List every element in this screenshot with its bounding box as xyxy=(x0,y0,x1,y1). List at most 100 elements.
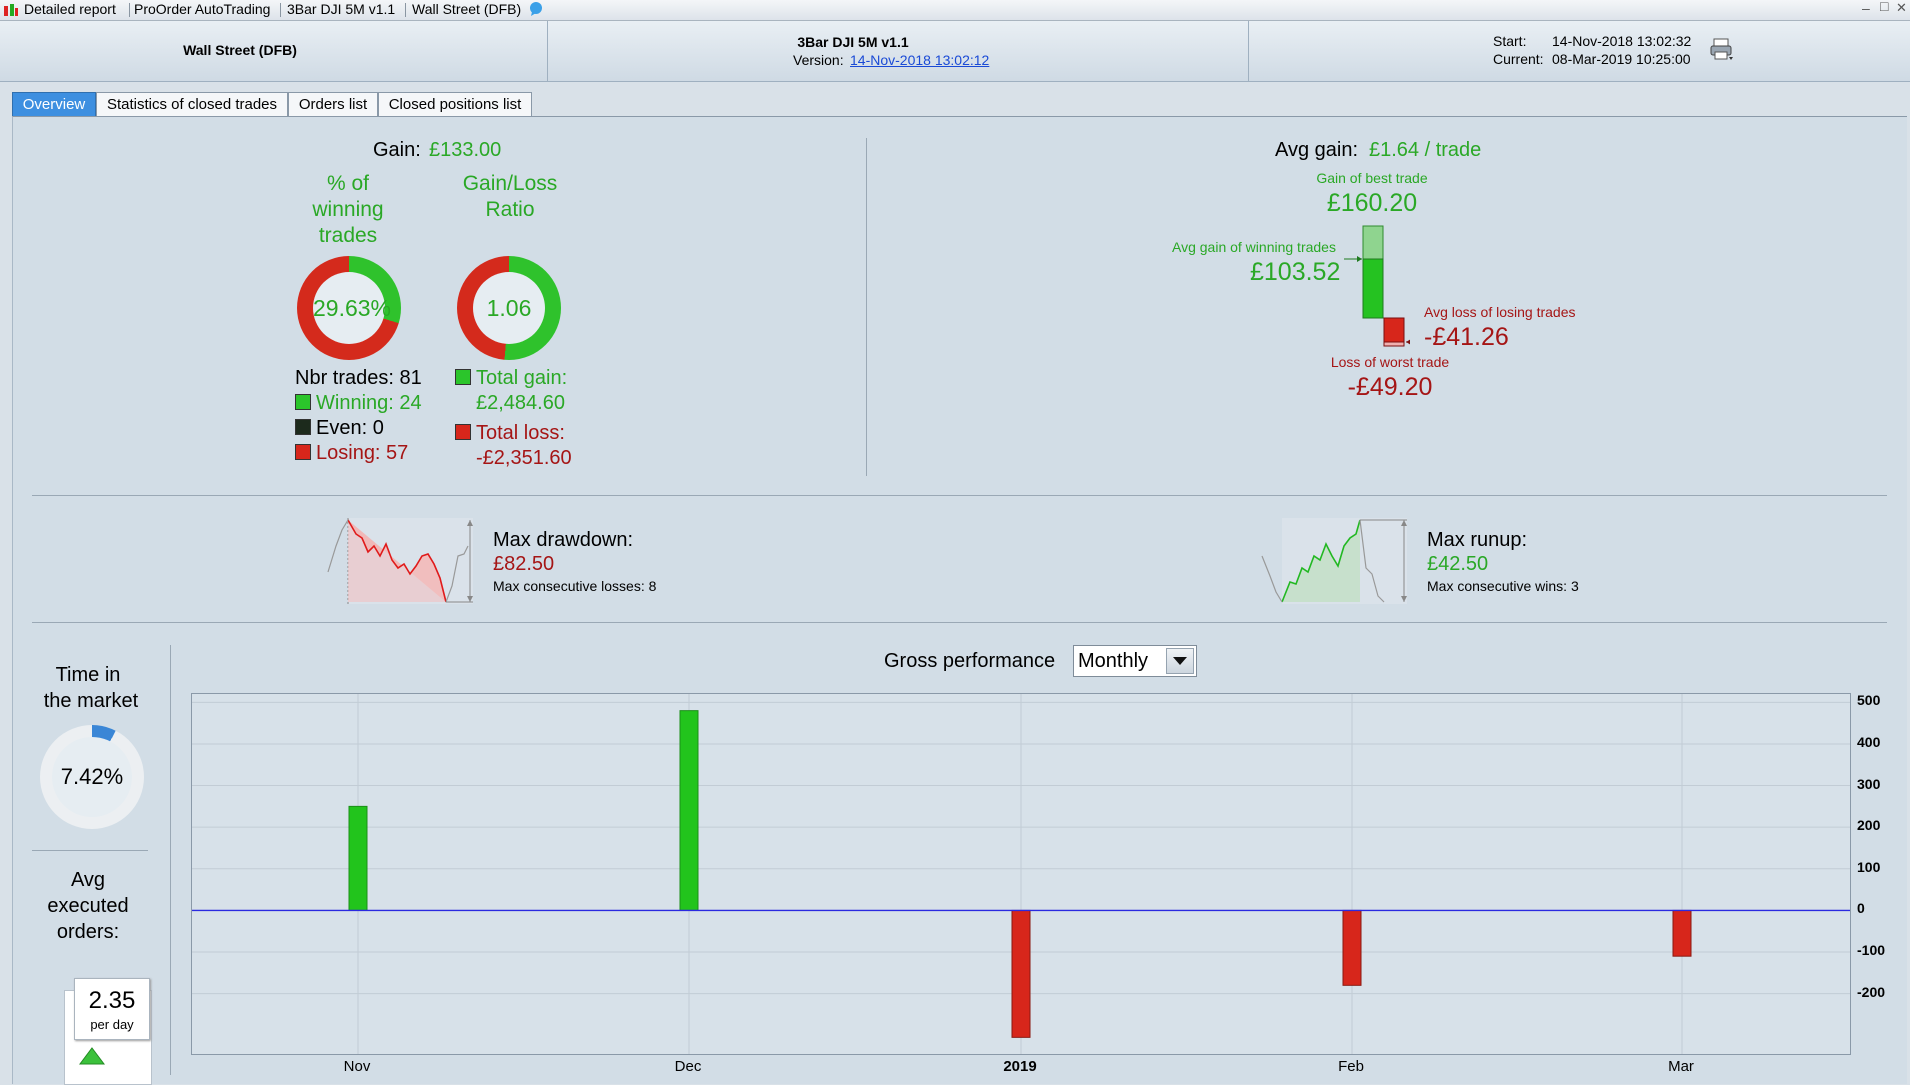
bar-dec xyxy=(679,710,699,911)
y-tick-label: -100 xyxy=(1857,942,1886,959)
title-item-strategy: 3Bar DJI 5M v1.1 xyxy=(287,1,396,17)
avg-gain-label: Avg gain: xyxy=(1275,139,1359,161)
start-label: Start: xyxy=(1493,33,1527,49)
y-tick-label: 400 xyxy=(1857,733,1881,750)
winning-pct-title-line2: winning xyxy=(312,198,384,221)
y-tick-label: 200 xyxy=(1857,817,1881,834)
bar-mar xyxy=(1672,909,1692,957)
total-loss-label: Total loss: xyxy=(455,422,565,445)
avg-gain-candle-graphic xyxy=(1344,225,1410,347)
tab-orders-list[interactable]: Orders list xyxy=(288,92,378,116)
winning-count: Winning: 24 xyxy=(295,392,422,415)
glratio-donut: 1.06 xyxy=(457,256,561,360)
avg-win-label: Avg gain of winning trades xyxy=(1172,239,1336,255)
winning-pct-title-line3: trades xyxy=(318,224,378,247)
x-tick-label: Mar xyxy=(1668,1058,1694,1075)
x-tick-label: Nov xyxy=(343,1058,371,1075)
winning-legend-icon xyxy=(295,394,311,410)
avg-loss-value: -£41.26 xyxy=(1424,323,1509,351)
time-in-market-line1: Time in xyxy=(55,664,121,686)
print-icon[interactable] xyxy=(1709,37,1735,66)
max-drawdown-label: Max drawdown: xyxy=(493,529,634,551)
winning-pct-title-line1: % of xyxy=(326,172,370,195)
tab-statistics-closed-trades[interactable]: Statistics of closed trades xyxy=(96,92,288,116)
section-divider-2 xyxy=(32,622,1887,623)
version-link[interactable]: 14-Nov-2018 13:02:12 xyxy=(850,52,990,68)
y-tick-label: 300 xyxy=(1857,775,1881,792)
left-divider xyxy=(32,850,148,851)
avg-orders-line2: executed xyxy=(47,895,129,917)
period-select-value: Monthly xyxy=(1078,650,1149,672)
avg-orders-card: 2.35 per day xyxy=(74,978,150,1040)
avg-win-value: £103.52 xyxy=(1250,258,1341,286)
section-divider-1 xyxy=(32,495,1887,496)
market-name: Wall Street (DFB) xyxy=(183,42,297,58)
total-gain-value: £2,484.60 xyxy=(476,392,565,414)
glratio-value: 1.06 xyxy=(486,295,532,321)
drawdown-sparkline xyxy=(327,518,473,604)
avg-gain-value: £1.64 / trade xyxy=(1369,139,1482,161)
glratio-title-line2: Ratio xyxy=(485,198,535,221)
section-divider-vertical xyxy=(866,138,867,476)
best-trade-value: £160.20 xyxy=(1326,189,1418,217)
y-tick-label: 0 xyxy=(1857,900,1865,917)
total-loss-icon xyxy=(455,424,471,440)
trend-up-icon xyxy=(79,1047,105,1065)
current-label: Current: xyxy=(1493,51,1544,67)
title-item-market: Wall Street (DFB) xyxy=(412,1,522,17)
total-gain-icon xyxy=(455,369,471,385)
y-tick-label: 100 xyxy=(1857,858,1881,875)
performance-chart xyxy=(192,694,1850,1054)
restore-button[interactable]: □ xyxy=(1880,0,1889,14)
period-select[interactable]: Monthly xyxy=(1073,645,1197,677)
max-runup-value: £42.50 xyxy=(1427,553,1489,575)
x-tick-label: Dec xyxy=(674,1058,702,1075)
worst-trade-value: -£49.20 xyxy=(1347,373,1433,401)
bar-feb xyxy=(1342,909,1362,986)
winning-pct-donut: 29.63% xyxy=(297,256,401,360)
max-consec-wins: Max consecutive wins: 3 xyxy=(1427,578,1579,594)
avg-orders-line3: orders: xyxy=(56,921,120,943)
x-tick-label: 2019 xyxy=(1003,1058,1037,1075)
worst-trade-label: Loss of worst trade xyxy=(1330,354,1450,370)
chat-bubble-icon[interactable] xyxy=(528,1,544,20)
version-label: Version: xyxy=(793,52,844,68)
close-button[interactable]: ✕ xyxy=(1896,0,1907,15)
winning-pct-value: 29.63% xyxy=(313,295,392,321)
nbr-trades: Nbr trades: 81 xyxy=(295,367,422,389)
performance-chart-area xyxy=(191,693,1851,1055)
best-trade-label: Gain of best trade xyxy=(1316,170,1428,186)
avg-orders-value: 2.35 xyxy=(88,987,136,1014)
time-in-market-donut: 7.42% xyxy=(40,725,144,829)
max-drawdown-value: £82.50 xyxy=(493,553,555,575)
time-in-market-line2: the market xyxy=(43,690,139,712)
total-loss-value: -£2,351.60 xyxy=(476,447,572,469)
y-tick-label: -200 xyxy=(1857,983,1886,1000)
chevron-down-icon[interactable] xyxy=(1166,648,1194,674)
even-count: Even: 0 xyxy=(295,417,384,440)
window-title-bar: Detailed report ProOrder AutoTrading 3Ba… xyxy=(0,0,1910,21)
left-column-divider xyxy=(170,645,171,1075)
tab-closed-positions-list[interactable]: Closed positions list xyxy=(378,92,532,116)
bar-2019 xyxy=(1011,909,1031,1038)
start-value: 14-Nov-2018 13:02:32 xyxy=(1552,33,1692,49)
report-header: Wall Street (DFB) 3Bar DJI 5M v1.1 Versi… xyxy=(0,21,1910,82)
avg-orders-unit: per day xyxy=(90,1017,134,1032)
gain-label: Gain: xyxy=(373,139,421,161)
runup-sparkline xyxy=(1261,518,1407,604)
max-consec-losses: Max consecutive losses: 8 xyxy=(493,578,657,594)
bar-nov xyxy=(348,805,368,911)
total-gain-label: Total gain: xyxy=(455,367,567,390)
max-runup-label: Max runup: xyxy=(1427,529,1528,551)
current-value: 08-Mar-2019 10:25:00 xyxy=(1552,51,1691,67)
y-tick-label: 500 xyxy=(1857,692,1881,709)
performance-title: Gross performance xyxy=(884,650,1056,672)
gain-value: £133.00 xyxy=(429,139,502,161)
glratio-title-line1: Gain/Loss xyxy=(462,172,558,195)
app-logo-icon xyxy=(2,2,20,21)
minimize-button[interactable]: – xyxy=(1862,0,1870,16)
x-tick-label: Feb xyxy=(1338,1058,1364,1075)
losing-count: Losing: 57 xyxy=(295,442,408,465)
even-legend-icon xyxy=(295,419,311,435)
tab-overview[interactable]: Overview xyxy=(12,92,96,116)
